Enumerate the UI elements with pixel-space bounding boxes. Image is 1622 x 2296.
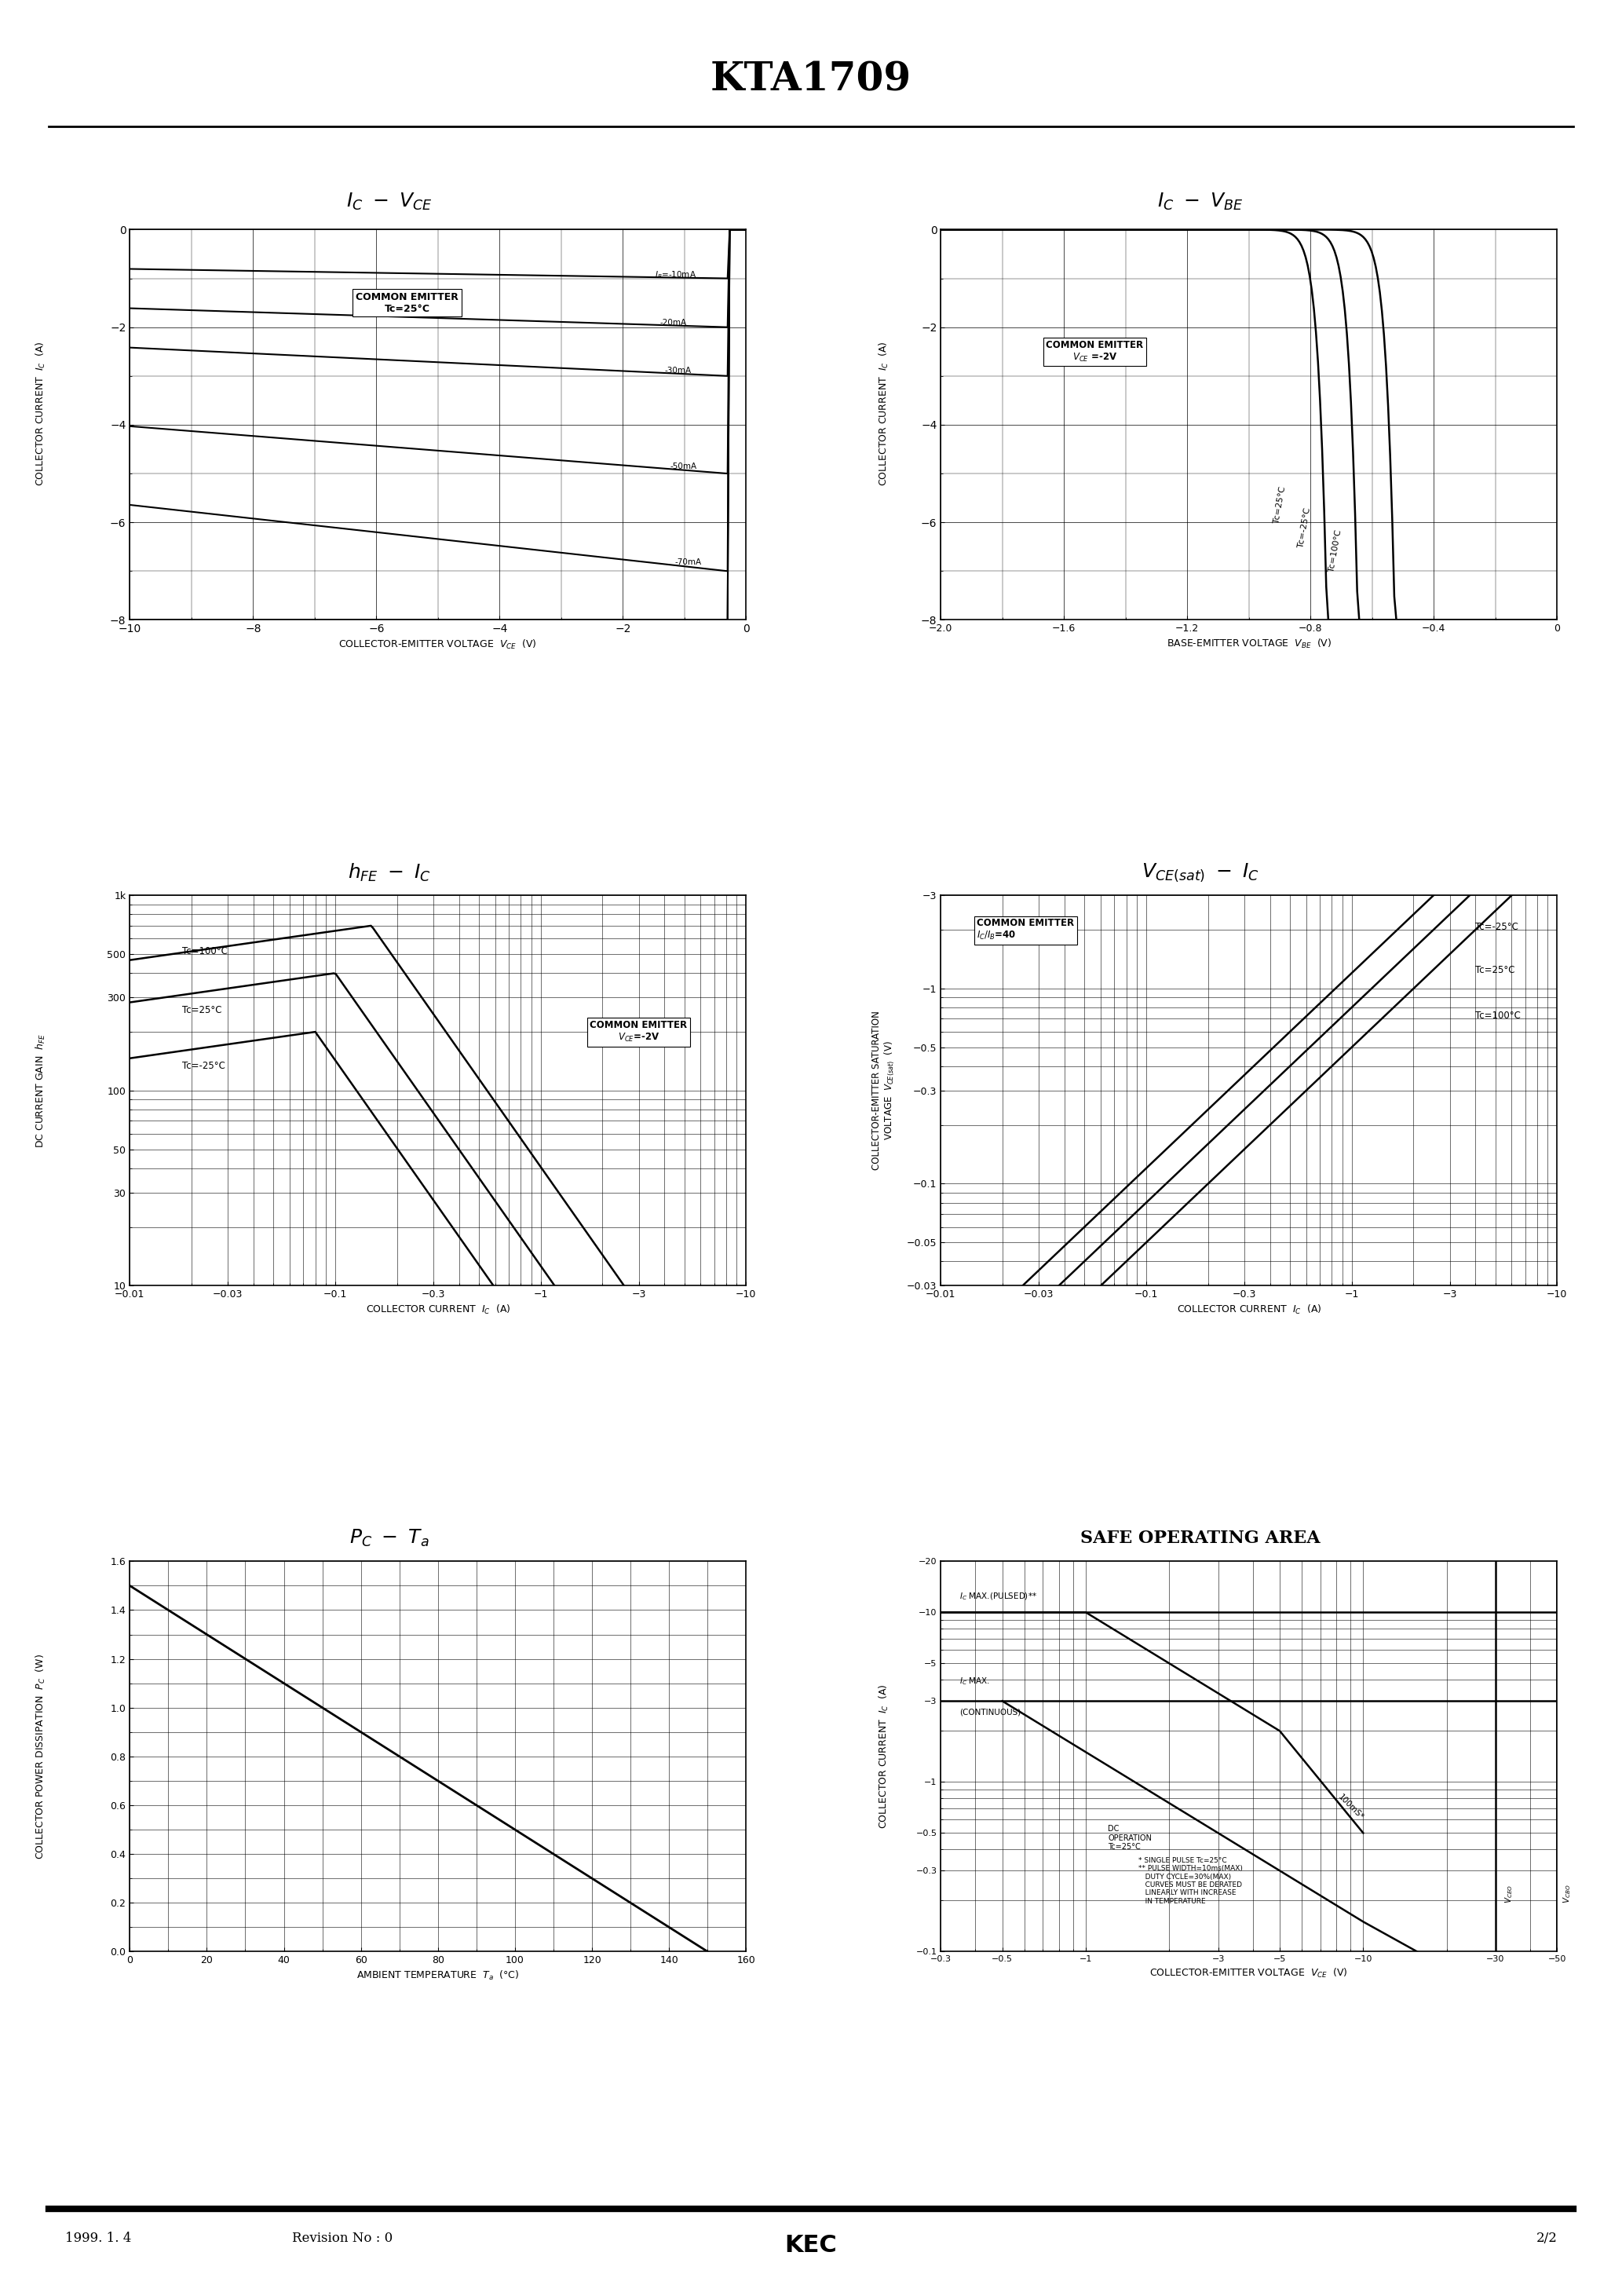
Text: COMMON EMITTER
$V_{CE}$=-2V: COMMON EMITTER $V_{CE}$=-2V (590, 1019, 688, 1045)
Text: Revision No : 0: Revision No : 0 (292, 2232, 393, 2245)
Text: DC
OPERATION
Tc=25°C: DC OPERATION Tc=25°C (1108, 1825, 1152, 1851)
Text: -70mA: -70mA (675, 558, 701, 565)
Text: COLLECTOR-EMITTER SATURATION
VOLTAGE  $V_{CE(sat)}$  (V): COLLECTOR-EMITTER SATURATION VOLTAGE $V_… (871, 1010, 897, 1171)
Text: -20mA: -20mA (660, 319, 686, 326)
Text: 100mS*: 100mS* (1337, 1793, 1366, 1821)
Text: 1999. 1. 4: 1999. 1. 4 (65, 2232, 131, 2245)
Text: $h_{FE}\ -\ I_C$: $h_{FE}\ -\ I_C$ (347, 861, 431, 884)
Text: Tc=25°C: Tc=25°C (182, 1006, 222, 1015)
Text: COMMON EMITTER
$V_{CE}$ =-2V: COMMON EMITTER $V_{CE}$ =-2V (1046, 340, 1144, 363)
Text: Tc=100°C: Tc=100°C (1328, 528, 1343, 572)
Text: Tc=100°C: Tc=100°C (182, 946, 227, 957)
Text: $I_C\ -\ V_{CE}$: $I_C\ -\ V_{CE}$ (345, 193, 433, 211)
Text: $I_C$ MAX.: $I_C$ MAX. (959, 1676, 989, 1688)
Text: Tc=100°C: Tc=100°C (1476, 1010, 1521, 1022)
Text: -30mA: -30mA (665, 367, 691, 374)
Text: $I_C\ -\ V_{BE}$: $I_C\ -\ V_{BE}$ (1158, 193, 1242, 211)
Text: Tc=-25°C: Tc=-25°C (1298, 507, 1312, 549)
Text: $I_C$ MAX.(PULSED)**: $I_C$ MAX.(PULSED)** (959, 1591, 1036, 1603)
Text: Tc=25°C: Tc=25°C (1476, 964, 1515, 976)
Text: $V_{CE(sat)}\ -\ I_C$: $V_{CE(sat)}\ -\ I_C$ (1142, 861, 1259, 884)
Text: COLLECTOR CURRENT  $I_C$  (A): COLLECTOR CURRENT $I_C$ (A) (878, 340, 890, 487)
Text: 2/2: 2/2 (1536, 2232, 1557, 2245)
Text: COLLECTOR CURRENT  $I_C$  (A): COLLECTOR CURRENT $I_C$ (A) (34, 340, 47, 487)
Text: COMMON EMITTER
$I_C/I_B$=40: COMMON EMITTER $I_C/I_B$=40 (976, 918, 1074, 941)
X-axis label: AMBIENT TEMPERATURE  $T_a$  (°C): AMBIENT TEMPERATURE $T_a$ (°C) (357, 1970, 519, 1981)
Text: $V_{CEO}$: $V_{CEO}$ (1504, 1885, 1515, 1903)
Text: DC CURRENT GAIN  $h_{FE}$: DC CURRENT GAIN $h_{FE}$ (34, 1033, 47, 1148)
Text: $V_{CBO}$: $V_{CBO}$ (1562, 1885, 1573, 1903)
X-axis label: COLLECTOR CURRENT  $I_C$  (A): COLLECTOR CURRENT $I_C$ (A) (1176, 1304, 1322, 1316)
Text: Tc=25°C: Tc=25°C (1273, 487, 1286, 523)
Text: $P_C\ -\ T_a$: $P_C\ -\ T_a$ (349, 1529, 430, 1548)
Text: KTA1709: KTA1709 (710, 62, 912, 99)
X-axis label: BASE-EMITTER VOLTAGE  $V_{BE}$  (V): BASE-EMITTER VOLTAGE $V_{BE}$ (V) (1166, 638, 1332, 650)
Text: Tc=-25°C: Tc=-25°C (1476, 923, 1518, 932)
Text: -50mA: -50mA (670, 461, 696, 471)
Text: $I_B$=-10mA: $I_B$=-10mA (655, 269, 696, 280)
Text: COLLECTOR POWER DISSIPATION  $P_C$  (W): COLLECTOR POWER DISSIPATION $P_C$ (W) (34, 1653, 47, 1860)
X-axis label: COLLECTOR CURRENT  $I_C$  (A): COLLECTOR CURRENT $I_C$ (A) (365, 1304, 511, 1316)
X-axis label: COLLECTOR-EMITTER VOLTAGE  $V_{CE}$  (V): COLLECTOR-EMITTER VOLTAGE $V_{CE}$ (V) (339, 638, 537, 650)
Text: KEC: KEC (785, 2234, 837, 2257)
Text: COLLECTOR CURRENT  $I_C$  (A): COLLECTOR CURRENT $I_C$ (A) (878, 1683, 890, 1830)
Text: (CONTINUOUS): (CONTINUOUS) (959, 1708, 1020, 1715)
Text: COMMON EMITTER
Tc=25°C: COMMON EMITTER Tc=25°C (355, 292, 459, 315)
Text: Tc=-25°C: Tc=-25°C (182, 1061, 225, 1070)
Text: SAFE OPERATING AREA: SAFE OPERATING AREA (1080, 1529, 1320, 1548)
X-axis label: COLLECTOR-EMITTER VOLTAGE  $V_{CE}$  (V): COLLECTOR-EMITTER VOLTAGE $V_{CE}$ (V) (1150, 1968, 1348, 1979)
Text: * SINGLE PULSE Tc=25°C
** PULSE WIDTH=10ms(MAX)
   DUTY CYCLE=30%(MAX)
   CURVES: * SINGLE PULSE Tc=25°C ** PULSE WIDTH=10… (1139, 1857, 1242, 1906)
